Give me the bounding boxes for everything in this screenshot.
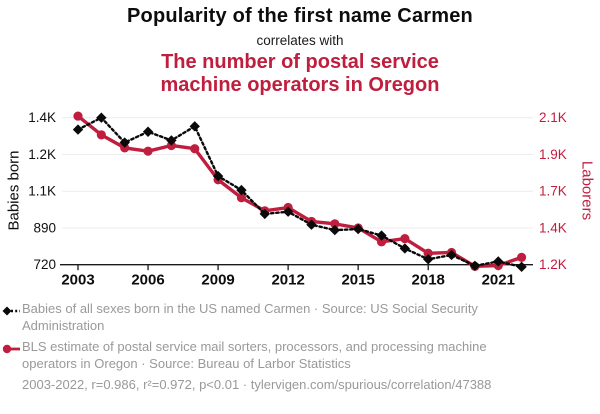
data-point-circle	[376, 237, 387, 247]
left-axis-tick-label: 1.2K	[28, 147, 56, 162]
data-point-circle	[423, 248, 433, 258]
data-point-diamond	[376, 230, 387, 241]
left-axis-tick-label: 1.1K	[28, 184, 56, 199]
legend: Babies of all sexes born in the US named…	[2, 301, 594, 394]
data-point-circle	[190, 144, 200, 154]
data-point-diamond	[423, 254, 434, 265]
x-axis-tick-label: 2009	[201, 272, 234, 289]
x-axis-tick-label: 2015	[341, 272, 374, 289]
data-point-circle	[330, 219, 340, 229]
x-axis-tick-label: 2012	[271, 272, 304, 289]
data-point-circle	[120, 143, 130, 153]
legend-item-label: Babies of all sexes born in the US named…	[22, 301, 478, 333]
secondary-chart-title: The number of postal service machine ope…	[160, 51, 440, 96]
right-axis-tick-label: 2.1K	[539, 110, 567, 125]
x-axis-tick-label: 2021	[482, 272, 515, 289]
data-point-diamond	[399, 243, 411, 254]
data-point-diamond	[469, 260, 481, 271]
data-point-circle	[236, 193, 247, 203]
x-axis-tick-label: 2006	[131, 272, 164, 289]
data-point-diamond	[166, 135, 177, 146]
data-point-diamond	[212, 170, 224, 182]
data-point-diamond	[493, 256, 504, 267]
data-point-diamond	[306, 219, 317, 230]
data-point-diamond	[516, 261, 527, 273]
stats-footer: 2003-2022, r=0.986, r²=0.972, p<0.01 · t…	[22, 377, 492, 392]
series-line	[76, 116, 523, 269]
data-point-diamond	[446, 249, 457, 261]
data-point-diamond	[142, 126, 154, 137]
data-point-circle	[73, 111, 83, 121]
correlates-with-label: correlates with	[256, 33, 344, 48]
plot-area: 720 1.2K 890 1.4K 1.1K 1.7K 1.2K 1.9K 1.4K 2.1K 20…	[28, 110, 567, 289]
data-point-diamond	[329, 224, 341, 236]
left-axis-tick-label: 720	[33, 257, 56, 272]
x-axis-tick-label: 2003	[61, 272, 94, 289]
red-circle-solid-marker-icon	[2, 344, 20, 354]
left-axis-tick-label: 890	[33, 220, 56, 235]
legend-item-laborers: BLS estimate of postal service mail sort…	[2, 339, 594, 372]
left-axis-tick-label: 1.4K	[28, 110, 56, 125]
data-point-diamond	[119, 137, 130, 148]
chart-title: Popularity of the first name Carmen	[127, 5, 473, 27]
data-point-diamond	[72, 124, 84, 135]
data-point-diamond	[236, 184, 247, 196]
right-axis-tick-label: 1.9K	[539, 147, 567, 162]
data-point-diamond	[189, 121, 200, 132]
x-axis-tick-label: 2018	[412, 272, 445, 289]
data-point-diamond	[259, 208, 270, 220]
legend-item-babies: Babies of all sexes born in the US named…	[2, 301, 594, 334]
legend-item-label: BLS estimate of postal service mail sort…	[22, 339, 487, 371]
data-point-diamond	[96, 112, 107, 123]
right-axis-tick-label: 1.7K	[539, 184, 567, 199]
data-point-circle	[517, 252, 527, 262]
right-axis-tick-label: 1.2K	[539, 257, 567, 272]
data-point-circle	[143, 146, 153, 156]
black-diamond-dotted-marker-icon	[2, 306, 20, 316]
data-point-circle	[400, 233, 410, 244]
data-point-circle	[96, 130, 106, 140]
data-point-diamond	[352, 223, 364, 235]
data-point-diamond	[282, 206, 294, 217]
right-axis-tick-label: 1.4K	[539, 220, 567, 235]
